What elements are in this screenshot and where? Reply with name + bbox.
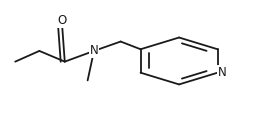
- Text: N: N: [90, 44, 98, 57]
- Text: N: N: [218, 66, 227, 79]
- Text: O: O: [58, 14, 67, 27]
